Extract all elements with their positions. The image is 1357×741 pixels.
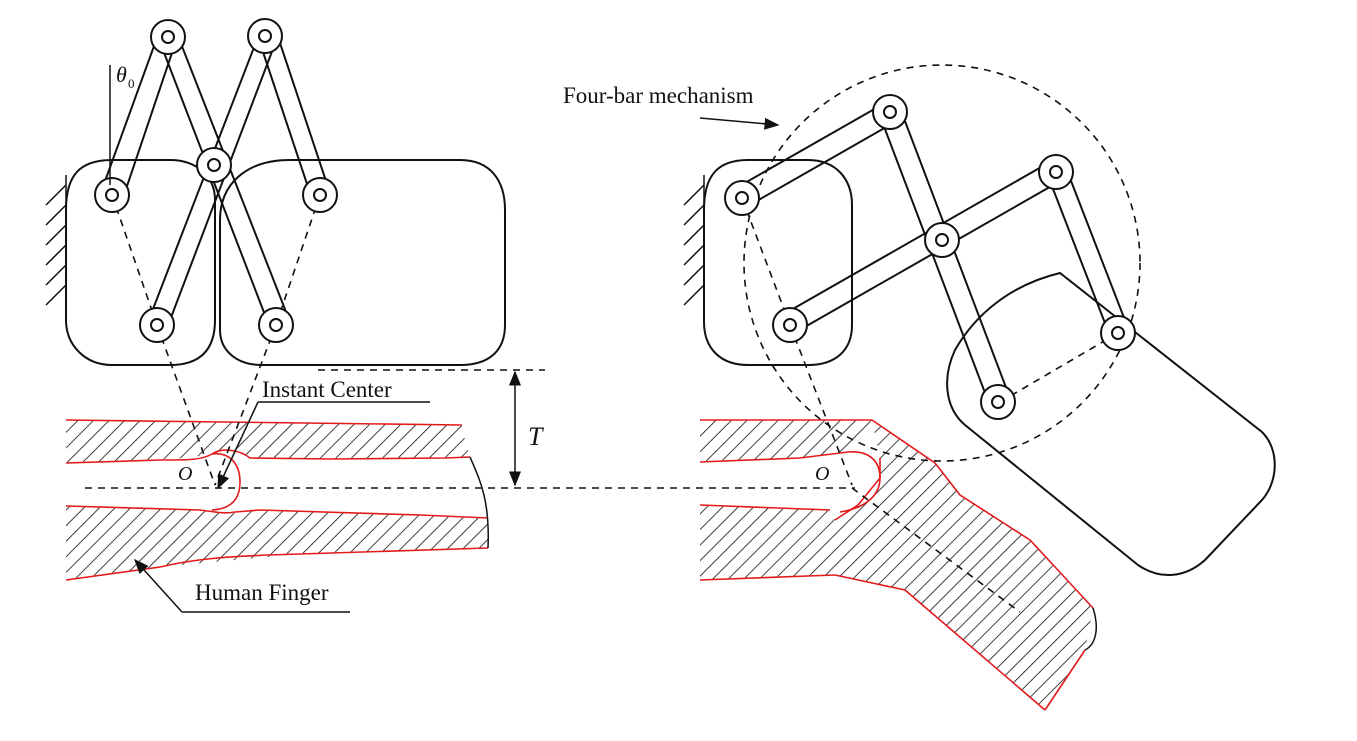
left-finger-upper-hatch bbox=[65, 419, 471, 464]
right-dashed-guides bbox=[741, 197, 1119, 486]
right-finger-distal-hatch bbox=[834, 419, 1097, 711]
theta-label: θ bbox=[116, 62, 127, 87]
four-bar-label: Four-bar mechanism bbox=[563, 83, 754, 108]
four-bar-dashed-circle bbox=[743, 64, 1141, 462]
instant-center-callout: Instant Center bbox=[217, 377, 430, 490]
human-finger-callout: Human Finger bbox=[133, 558, 350, 613]
theta-subscript: 0 bbox=[128, 76, 135, 91]
t-dimension-label: T bbox=[528, 422, 544, 451]
right-finger-axis-line bbox=[851, 487, 1021, 613]
center-o-left: O bbox=[178, 463, 192, 485]
left-housing bbox=[65, 159, 506, 366]
t-dimension: T bbox=[318, 369, 545, 487]
right-housing bbox=[703, 159, 1276, 577]
left-finger-lower-hatch bbox=[65, 456, 490, 581]
instant-center-label: Instant Center bbox=[262, 377, 392, 402]
left-ground-hatch bbox=[45, 175, 67, 306]
left-dashed-guides bbox=[111, 194, 321, 486]
left-joint-head bbox=[211, 453, 241, 511]
theta-reference: θ 0 bbox=[109, 62, 135, 185]
human-finger-label: Human Finger bbox=[195, 580, 329, 605]
right-joint-head bbox=[839, 451, 881, 513]
center-o-right: O bbox=[815, 463, 829, 485]
right-ground-hatch bbox=[683, 175, 705, 306]
right-pivot-joints bbox=[724, 94, 1136, 420]
right-finger-proximal-hatch bbox=[699, 419, 872, 581]
four-bar-callout: Four-bar mechanism bbox=[563, 83, 780, 130]
left-pivot-joints bbox=[94, 18, 338, 343]
